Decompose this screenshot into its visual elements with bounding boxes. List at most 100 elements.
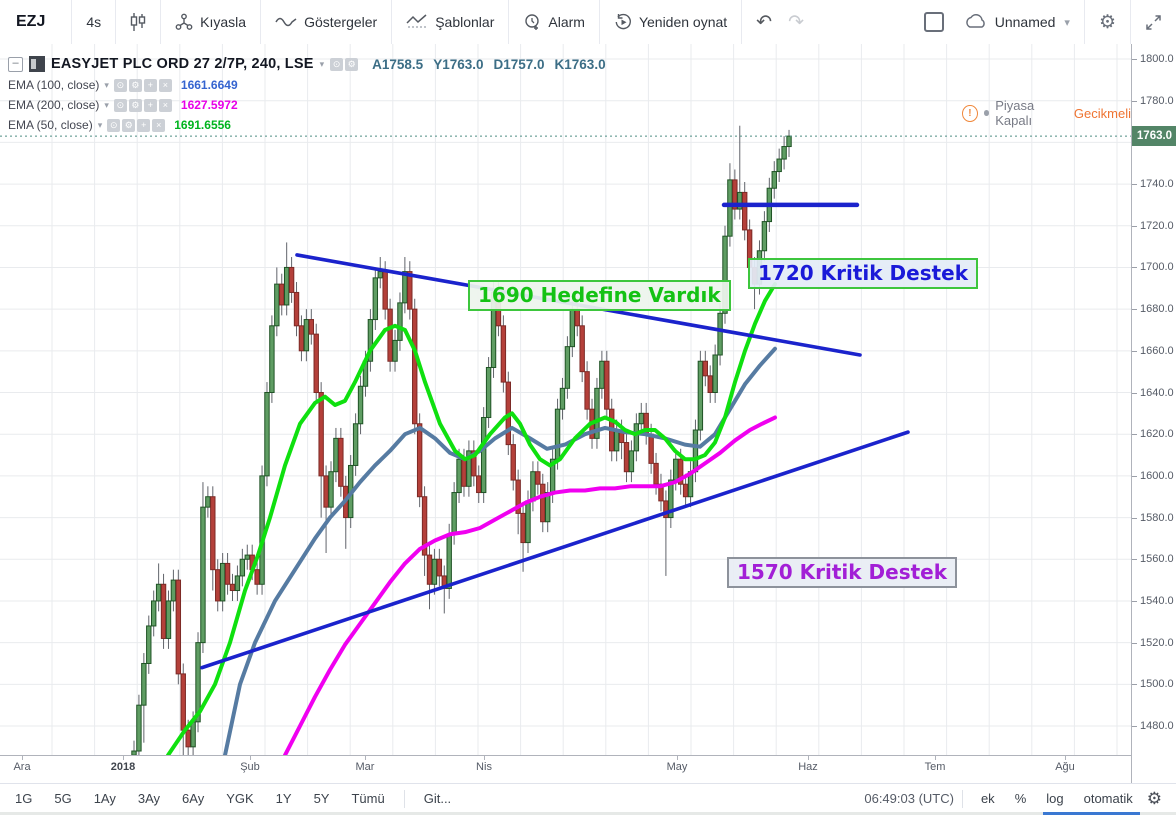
add-icon[interactable]: + xyxy=(143,98,157,112)
divider xyxy=(71,0,73,44)
price-tick-label: 1640.0 xyxy=(1132,386,1174,399)
scale-settings-button[interactable]: ⚙ xyxy=(1146,788,1162,808)
time-tick-mark xyxy=(808,756,809,760)
ema-100-line[interactable] xyxy=(223,346,777,755)
undo-button[interactable]: ↶ xyxy=(756,11,773,33)
candle-up xyxy=(761,221,768,252)
range-button-3ay[interactable]: 3Ay xyxy=(137,791,161,806)
eye-icon[interactable]: ⊙ xyxy=(330,57,344,71)
add-icon[interactable]: + xyxy=(137,118,151,132)
price-axis[interactable]: 1480.0 1500.0 1520.0 1540.0 1560.0 1580.0 1600… xyxy=(1131,44,1176,783)
alarm-icon xyxy=(525,14,540,30)
eye-icon[interactable]: ⊙ xyxy=(113,98,127,112)
indicator-label[interactable]: EMA (100, close) xyxy=(8,78,100,92)
gear-icon[interactable]: ⚙ xyxy=(345,57,359,71)
candle-up xyxy=(485,366,492,419)
chevron-down-icon[interactable]: ▾ xyxy=(97,119,103,130)
market-closed-label: Piyasa Kapalı xyxy=(995,98,1035,128)
symbol-title[interactable]: EASYJET PLC ORD 27 2/7P, 240, LSE xyxy=(51,56,314,72)
gear-icon[interactable]: ⚙ xyxy=(122,118,136,132)
annotation-1690-target[interactable]: 1690 Hedefine Vardık xyxy=(468,280,731,311)
symbol-button[interactable]: EZJ xyxy=(16,13,46,30)
chart-style-button[interactable] xyxy=(116,0,160,44)
candle-down xyxy=(338,437,344,487)
interval-button[interactable]: 4s xyxy=(86,14,102,30)
candle-up xyxy=(155,583,162,602)
range-button-6ay[interactable]: 6Ay xyxy=(182,791,205,806)
time-tick-mark xyxy=(365,756,366,760)
candle-up xyxy=(151,600,157,627)
gear-icon[interactable]: ⚙ xyxy=(128,98,142,112)
ema-50-line[interactable] xyxy=(166,282,777,755)
range-button-5y[interactable]: 5Y xyxy=(313,791,330,806)
candle-down xyxy=(535,471,541,485)
cloud-layout-button[interactable]: Unnamed ▾ xyxy=(958,0,1084,44)
candle-up xyxy=(333,437,339,473)
candle-up xyxy=(131,750,137,755)
annotation-1720-support[interactable]: 1720 Kritik Destek xyxy=(748,258,979,289)
candle-down xyxy=(623,442,630,473)
adjust-toggle[interactable]: ek xyxy=(980,791,995,806)
price-tick-label: 1600.0 xyxy=(1132,469,1174,482)
replay-button[interactable]: Yeniden oynat xyxy=(600,0,741,44)
templates-button[interactable]: Şablonlar xyxy=(392,0,508,44)
range-button-1ay[interactable]: 1Ay xyxy=(93,791,116,806)
close-icon[interactable]: × xyxy=(152,118,166,132)
collapse-legend-button[interactable]: – xyxy=(8,56,23,72)
auto-toggle[interactable]: otomatik xyxy=(1083,791,1133,806)
percent-toggle[interactable]: % xyxy=(1014,791,1027,806)
chart-canvas[interactable] xyxy=(0,44,1131,755)
alarm-button[interactable]: Alarm xyxy=(509,0,599,44)
close-icon[interactable]: × xyxy=(158,98,172,112)
divider xyxy=(160,0,162,44)
goto-date-button[interactable]: Git... xyxy=(423,791,452,806)
range-button-tümü[interactable]: Tümü xyxy=(351,791,385,806)
ohlc-value-A: A1758.5 xyxy=(372,56,424,72)
time-axis[interactable]: Ara 2018 Şub Mar Nis May Haz Tem Ağu xyxy=(0,755,1131,784)
time-tick-mark xyxy=(484,756,485,760)
chevron-down-icon[interactable]: ▾ xyxy=(104,79,109,90)
divider xyxy=(1130,0,1131,44)
add-icon[interactable]: + xyxy=(143,78,157,92)
clock[interactable]: 06:49:03 (UTC) xyxy=(864,791,954,806)
eye-icon[interactable]: ⊙ xyxy=(107,118,121,132)
window-edge-accent xyxy=(1043,812,1140,815)
annotation-1570-support[interactable]: 1570 Kritik Destek xyxy=(727,557,958,588)
compare-button[interactable]: Kıyasla xyxy=(161,0,260,44)
candle-down xyxy=(682,483,689,498)
close-icon[interactable]: × xyxy=(158,78,172,92)
range-button-5g[interactable]: 5G xyxy=(54,791,72,806)
candle-up xyxy=(727,179,733,237)
delayed-badge[interactable]: Gecikmeli xyxy=(1073,105,1131,121)
fullscreen-button[interactable] xyxy=(1131,0,1176,44)
chevron-down-icon[interactable]: ▾ xyxy=(319,58,325,69)
range-button-ygk[interactable]: YGK xyxy=(226,791,254,806)
candle-down xyxy=(210,496,216,571)
candle-up xyxy=(717,312,723,356)
compare-label: Kıyasla xyxy=(200,14,247,30)
log-toggle[interactable]: log xyxy=(1046,791,1064,806)
indicator-label[interactable]: EMA (50, close) xyxy=(8,118,93,132)
gear-icon[interactable]: ⚙ xyxy=(128,78,142,92)
layout-name-label: Unnamed xyxy=(994,14,1056,30)
price-tick-label: 1700.0 xyxy=(1132,261,1174,274)
indicators-button[interactable]: Göstergeler xyxy=(261,0,391,44)
chart-pane[interactable]: – EASYJET PLC ORD 27 2/7P, 240, LSE ▾ ⊙ … xyxy=(0,44,1131,755)
warning-icon[interactable]: ! xyxy=(962,104,978,122)
candle-up xyxy=(697,360,704,431)
settings-button[interactable]: ⚙ xyxy=(1085,0,1130,44)
redo-button[interactable]: ↷ xyxy=(788,11,805,33)
candle-down xyxy=(298,325,305,352)
candle-up xyxy=(200,506,206,644)
chevron-down-icon[interactable]: ▾ xyxy=(104,99,109,110)
candle-up xyxy=(397,302,403,341)
indicator-label[interactable]: EMA (200, close) xyxy=(8,98,100,112)
trendline-support-ascending[interactable] xyxy=(200,430,910,670)
layout-select-button[interactable] xyxy=(910,0,958,44)
divider xyxy=(741,0,743,44)
ema-200-line[interactable] xyxy=(283,415,777,755)
eye-icon[interactable]: ⊙ xyxy=(113,78,127,92)
range-button-1g[interactable]: 1G xyxy=(15,791,33,806)
range-button-1y[interactable]: 1Y xyxy=(275,791,292,806)
